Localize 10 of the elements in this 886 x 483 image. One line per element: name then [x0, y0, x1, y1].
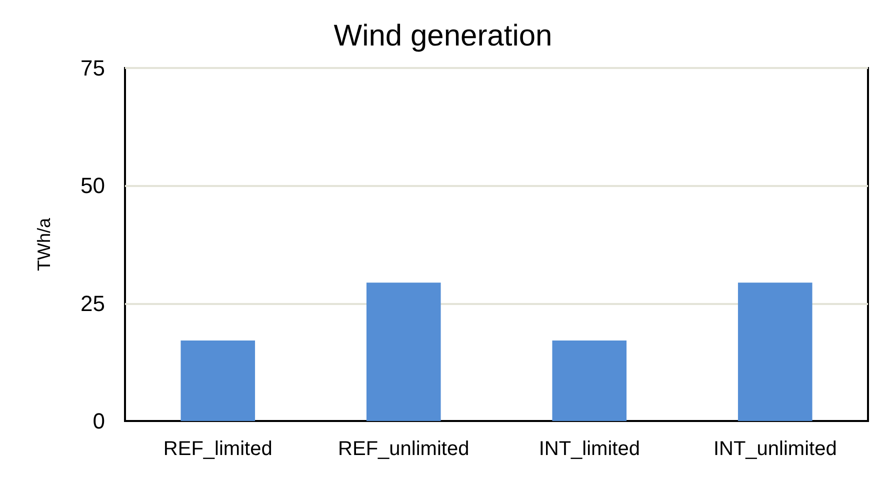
y-tick-label: 0 — [92, 408, 105, 434]
x-tick-label: INT_limited — [538, 438, 640, 460]
y-tick-label: 25 — [80, 290, 105, 316]
y-tick-label: 50 — [80, 173, 105, 198]
x-tick-label: REF_limited — [163, 438, 272, 460]
x-tick-label: REF_unlimited — [338, 438, 470, 460]
x-tick-label: INT_unlimited — [713, 438, 837, 460]
chart-title: Wind generation — [334, 20, 552, 52]
y-axis-title: TWh/a — [34, 217, 54, 272]
y-tick-label: 75 — [80, 56, 105, 80]
